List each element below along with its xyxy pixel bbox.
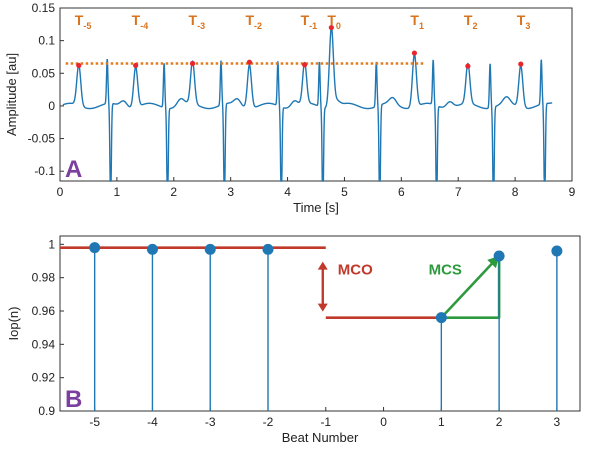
ecg-x-tick-label: 6 [398,185,405,199]
ecg-peak-marker [133,62,139,69]
ecg-beat-label: T0 [327,12,341,31]
ecg-x-axis-label: Time [s] [293,200,339,215]
ecg-peak-marker [302,62,308,68]
mcs-label: MCS [429,261,462,278]
ecg-y-tick-label: 0.1 [38,34,55,48]
ecg-beat-label-sub: -2 [254,21,262,31]
ecg-x-tick-label: 8 [512,185,519,199]
ecg-beat-label-letter: T [517,12,526,28]
mco-arrow-head-down [317,303,328,312]
iop-point [89,242,101,254]
ecg-beat-label: T-4 [132,12,149,31]
iop-point [262,243,274,255]
ecg-peak-marker [189,60,196,67]
ecg-beat-label-sub: 1 [419,21,424,31]
ecg-peak-marker [246,59,253,65]
ecg-plot-frame [59,7,573,182]
mco-annotation [60,246,442,319]
ecg-x-ticks: 0 1 2 3 4 5 6 7 8 9 [57,177,576,199]
mco-arrow-head-up [317,261,328,270]
ecg-beat-label-letter: T [410,12,419,28]
ecg-x-tick-label: 2 [170,185,177,199]
iop-x-tick-label: -3 [205,415,216,429]
ecg-beat-label: T-2 [245,12,262,31]
ecg-beat-label-sub: 2 [472,21,477,31]
ecg-beat-label: T-1 [301,12,318,31]
iop-x-tick-label: 0 [380,415,387,429]
ecg-x-tick-label: 9 [569,185,576,199]
iop-y-tick-label: 0.94 [32,337,56,351]
ecg-y-tick-label: -0.05 [28,132,56,146]
ecg-peak-marker [465,63,471,69]
ecg-beat-label: T3 [517,12,531,31]
iop-point [493,250,505,262]
ecg-y-tick-label: 0 [48,99,55,113]
ecg-beat-label: T-5 [75,12,92,31]
ecg-beat-label-sub: -4 [140,21,148,31]
ecg-beat-label-letter: T [132,12,141,28]
ecg-peak-marker [328,24,334,31]
iop-x-ticks: -5 -4 -3 -2 -1 0 1 2 3 [89,407,561,429]
iop-x-tick-label: -1 [320,415,331,429]
ecg-y-tick-label: -0.1 [34,164,55,178]
ecg-beat-label-sub: -1 [309,21,317,31]
ecg-y-axis-label: Amplitude [au] [4,53,19,136]
ecg-beat-label-letter: T [327,12,336,28]
iop-y-axis-label: Iop(n) [6,307,21,341]
ecg-signal-line [62,25,553,182]
iop-x-tick-label: -2 [263,415,274,429]
ecg-y-ticks: -0.1 -0.05 0 0.05 0.1 0.15 [28,1,64,178]
iop-point [204,243,216,255]
ecg-peak-markers [76,24,524,69]
iop-point [146,243,158,255]
iop-x-tick-label: 2 [496,415,503,429]
iop-stems [89,242,563,411]
ecg-peak-marker [518,61,524,67]
ecg-x-tick-label: 0 [57,185,64,199]
ecg-x-tick-label: 7 [455,185,462,199]
ecg-beat-label-sub: -3 [197,21,205,31]
iop-y-tick-label: 1 [48,237,55,251]
ecg-beat-label-letter: T [189,12,198,28]
ecg-y-tick-label: 0.05 [32,66,56,80]
iop-x-axis-label: Beat Number [282,430,359,445]
iop-point [435,312,447,324]
ecg-peak-marker [76,62,82,69]
iop-point [551,245,563,257]
iop-y-tick-label: 0.9 [38,404,55,418]
ecg-beat-labels: T-5 T-4 T-3 T-2 T-1 T0 T1 T2 T3 [75,12,531,31]
iop-plot-frame [59,235,581,412]
iop-panel: -5 -4 -3 -2 -1 0 1 2 3 0.90.920.940.960.981 MCO … [6,235,581,445]
iop-x-tick-label: -5 [89,415,100,429]
iop-y-tick-label: 0.98 [32,271,56,285]
ecg-x-tick-label: 5 [341,185,348,199]
ecg-beat-label: T1 [410,12,424,31]
ecg-peak-marker [411,50,418,56]
ecg-x-tick-label: 1 [114,185,121,199]
iop-x-tick-label: -4 [147,415,158,429]
panel-label-a: A [65,156,82,183]
ecg-beat-label: T-3 [189,12,206,31]
ecg-y-tick-label: 0.15 [32,1,56,15]
ecg-beat-label-letter: T [245,12,254,28]
ecg-beat-label-letter: T [75,12,84,28]
ecg-x-tick-label: 3 [227,185,234,199]
ecg-beat-label-sub: 0 [336,21,341,31]
ecg-x-tick-label: 4 [284,185,291,199]
iop-x-tick-label: 3 [554,415,561,429]
ecg-beat-label: T2 [464,12,478,31]
panel-label-b: B [65,386,82,413]
iop-y-tick-label: 0.92 [32,371,56,385]
ecg-beat-label-letter: T [464,12,473,28]
ecg-beat-label-sub: -5 [83,21,91,31]
ecg-beat-label-letter: T [301,12,310,28]
iop-y-ticks: 0.9 0.92 0.94 0.96 0.98 1 [32,237,64,418]
iop-x-tick-label: 1 [438,415,445,429]
ecg-beat-label-sub: 3 [525,21,530,31]
mco-label: MCO [338,261,373,278]
mcs-slope-line [440,259,496,319]
iop-y-tick-label: 0.96 [32,304,56,318]
